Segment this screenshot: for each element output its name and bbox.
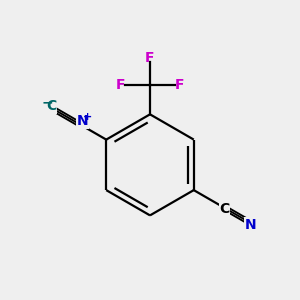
Text: F: F (145, 51, 155, 65)
Text: N: N (77, 114, 89, 128)
Text: +: + (82, 112, 92, 122)
Text: F: F (116, 78, 125, 92)
Text: C: C (46, 99, 56, 113)
Text: C: C (219, 202, 230, 216)
Text: N: N (245, 218, 257, 232)
Text: −: − (41, 95, 53, 109)
Text: F: F (175, 78, 184, 92)
